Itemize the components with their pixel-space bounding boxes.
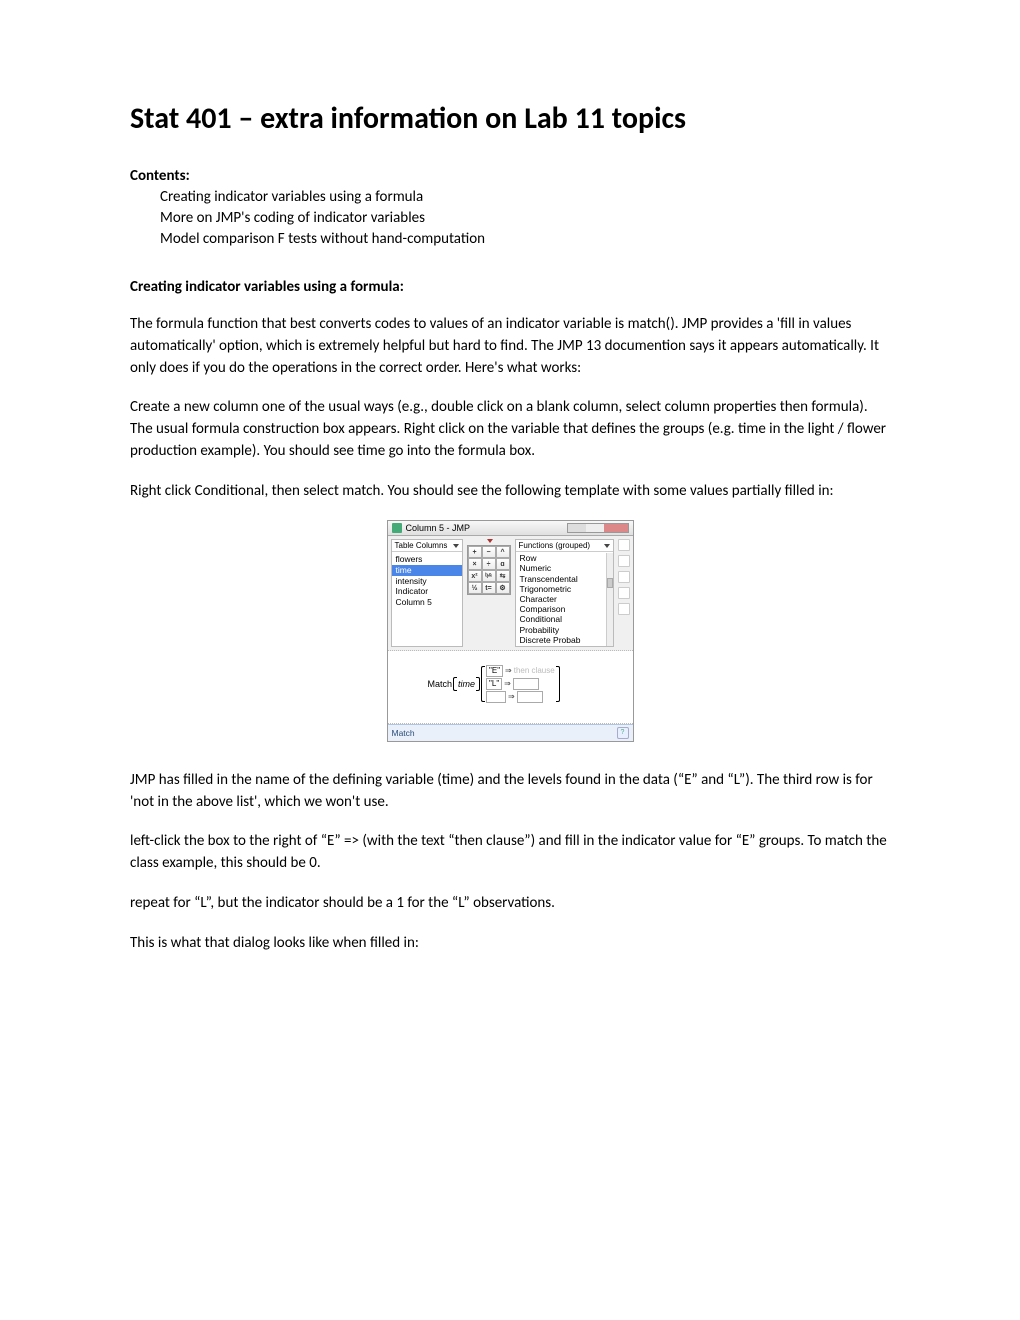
arrow-icon: ⇒: [505, 666, 512, 675]
op-button[interactable]: ᵇ⁄ᵃ: [482, 570, 496, 582]
op-button[interactable]: ⇆: [496, 570, 510, 582]
jmp-dialog-screenshot: Column 5 - JMP Table Columns flowers tim…: [387, 520, 634, 742]
column-item[interactable]: Indicator: [392, 586, 462, 597]
operator-keypad: + − ^ × ÷ ɑ x² ᵇ⁄ᵃ ⇆ ½ t= ⚙: [467, 545, 511, 595]
side-button[interactable]: [618, 587, 630, 599]
func-item[interactable]: Transcendental: [516, 574, 613, 584]
arrow-icon: ⇒: [504, 679, 511, 688]
ops-and-tri: + − ^ × ÷ ɑ x² ᵇ⁄ᵃ ⇆ ½ t= ⚙: [467, 539, 511, 647]
toc-item: More on JMP's coding of indicator variab…: [160, 208, 890, 229]
op-button[interactable]: +: [468, 546, 482, 558]
column-item[interactable]: intensity: [392, 576, 462, 587]
jmp-titlebar: Column 5 - JMP: [388, 521, 633, 536]
formula-canvas: Match time "E" ⇒ then clause "L" ⇒: [388, 651, 633, 724]
column-item[interactable]: time: [392, 565, 462, 576]
func-item[interactable]: Discrete Probab: [516, 635, 613, 645]
op-button[interactable]: ½: [468, 582, 482, 594]
table-columns-panel: Table Columns flowers time intensity Ind…: [391, 539, 463, 647]
red-triangle-icon[interactable]: [487, 539, 493, 543]
then-clause[interactable]: [513, 678, 539, 690]
functions-panel: Functions (grouped) Row Numeric Transcen…: [515, 539, 614, 647]
clause-value[interactable]: "E": [486, 665, 503, 677]
column-list: flowers time intensity Indicator Column …: [392, 552, 462, 609]
paragraph: JMP has filled in the name of the defini…: [130, 770, 890, 814]
functions-label: Functions (grouped): [519, 541, 591, 550]
paragraph: Create a new column one of the usual way…: [130, 397, 890, 462]
chevron-down-icon: [453, 544, 459, 548]
jmp-app-icon: [392, 523, 402, 533]
clause-value[interactable]: "L": [486, 678, 502, 690]
func-item[interactable]: Comparison: [516, 604, 613, 614]
match-label: Match: [428, 679, 453, 689]
op-button[interactable]: ɑ: [496, 558, 510, 570]
op-button[interactable]: ⚙: [496, 582, 510, 594]
paragraph: The formula function that best converts …: [130, 314, 890, 379]
side-button[interactable]: [618, 571, 630, 583]
arrow-icon: ⇒: [508, 692, 515, 701]
func-item[interactable]: Conditional: [516, 614, 613, 624]
side-button[interactable]: [618, 555, 630, 567]
op-button[interactable]: −: [482, 546, 496, 558]
paragraph: Right click Conditional, then select mat…: [130, 481, 890, 503]
column-item[interactable]: flowers: [392, 554, 462, 565]
op-button[interactable]: t=: [482, 582, 496, 594]
clause-value[interactable]: [486, 691, 506, 703]
column-item[interactable]: Column 5: [392, 597, 462, 608]
paragraph: left-click the box to the right of “E” =…: [130, 831, 890, 875]
op-button[interactable]: ^: [496, 546, 510, 558]
page-title: Stat 401 – extra information on Lab 11 t…: [130, 100, 890, 137]
paragraph: This is what that dialog looks like when…: [130, 933, 890, 955]
paragraph: repeat for “L”, but the indicator should…: [130, 893, 890, 915]
op-button[interactable]: x²: [468, 570, 482, 582]
side-button[interactable]: [618, 539, 630, 551]
window-title: Column 5 - JMP: [406, 523, 471, 533]
status-text: Match: [392, 728, 415, 738]
func-item[interactable]: Trigonometric: [516, 584, 613, 594]
toc-item: Creating indicator variables using a for…: [160, 187, 890, 208]
table-columns-label: Table Columns: [395, 541, 448, 550]
func-item[interactable]: Probability: [516, 625, 613, 635]
window-controls-icon: [567, 523, 629, 533]
func-item[interactable]: Row: [516, 553, 613, 563]
contents-header: Contents:: [130, 167, 890, 185]
then-clause[interactable]: [517, 691, 543, 703]
status-bar: Match ?: [388, 724, 633, 741]
section-header: Creating indicator variables using a for…: [130, 278, 890, 296]
scrollbar[interactable]: [606, 553, 613, 646]
chevron-down-icon: [604, 544, 610, 548]
sidebar-buttons: [618, 539, 630, 647]
toc-item: Model comparison F tests without hand-co…: [160, 229, 890, 250]
func-item[interactable]: Numeric: [516, 563, 613, 573]
help-icon[interactable]: ?: [617, 727, 629, 739]
then-clause[interactable]: then clause: [514, 666, 555, 675]
match-variable[interactable]: time: [458, 679, 475, 689]
op-button[interactable]: ×: [468, 558, 482, 570]
func-item[interactable]: Character: [516, 594, 613, 604]
op-button[interactable]: ÷: [482, 558, 496, 570]
side-button[interactable]: [618, 603, 630, 615]
